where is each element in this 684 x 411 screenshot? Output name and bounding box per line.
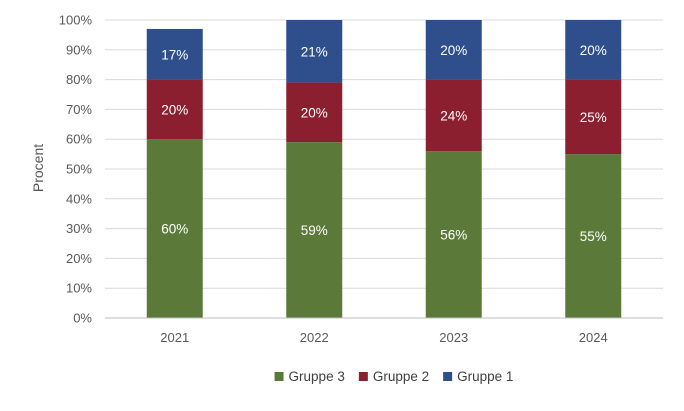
bar-segment: [146, 28, 203, 80]
y-tick-label: 70%: [66, 102, 92, 117]
data-label: 20%: [580, 43, 607, 58]
data-label: 55%: [580, 229, 607, 244]
y-tick-label: 60%: [66, 132, 92, 147]
bar-segment: [286, 82, 343, 143]
y-tick-label: 80%: [66, 72, 92, 87]
x-tick-label: 2023: [439, 330, 468, 345]
data-label: 17%: [161, 47, 188, 62]
legend: Gruppe 3 Gruppe 2 Gruppe 1: [274, 369, 513, 384]
bar-segment: [146, 139, 203, 318]
legend-swatch: [274, 372, 284, 381]
y-tick-label: 40%: [66, 191, 92, 206]
data-labels: 60% 20% 17% 59% 20% 21% 56% 24% 20% 55% 25% 20%: [161, 43, 607, 244]
legend-label: Gruppe 1: [457, 369, 513, 384]
x-tick-label: 2021: [160, 330, 189, 345]
y-tick-label: 90%: [66, 42, 92, 57]
x-tick-label: 2024: [579, 330, 608, 345]
legend-item: Gruppe 1: [443, 369, 513, 384]
bar-segment: [425, 20, 482, 80]
legend-swatch: [358, 372, 368, 381]
bar-segment: [286, 20, 343, 83]
data-label: 20%: [161, 102, 188, 117]
bar-segment: [425, 151, 482, 318]
y-tick-label: 100%: [59, 13, 93, 28]
axes: 0% 10% 20% 30% 40% 50% 60% 70% 80% 90% 100% 2021 202…: [59, 13, 663, 345]
legend-item: Gruppe 2: [358, 369, 429, 384]
legend-label: Gruppe 3: [289, 369, 345, 384]
x-tick-label: 2022: [300, 330, 329, 345]
bar-segment: [286, 142, 343, 318]
y-tick-label: 30%: [66, 221, 92, 236]
bar-segment: [565, 154, 622, 318]
data-label: 20%: [301, 105, 328, 120]
legend-label: Gruppe 2: [373, 369, 429, 384]
y-tick-label: 10%: [66, 281, 92, 296]
data-label: 60%: [161, 222, 188, 237]
bars: [146, 20, 622, 318]
y-axis-title: Procent: [30, 144, 46, 192]
bar-segment: [146, 79, 203, 140]
bar-segment: [565, 20, 622, 80]
y-tick-label: 0%: [73, 311, 92, 326]
legend-item: Gruppe 3: [274, 369, 345, 384]
data-label: 56%: [440, 228, 467, 243]
data-label: 59%: [301, 223, 328, 238]
legend-swatch: [443, 372, 453, 381]
bar-segment: [565, 79, 622, 155]
data-label: 25%: [580, 110, 607, 125]
y-tick-label: 20%: [66, 251, 92, 266]
data-label: 20%: [440, 43, 467, 58]
bar-segment: [425, 79, 482, 152]
data-label: 24%: [440, 108, 467, 123]
y-tick-label: 50%: [66, 162, 92, 177]
data-label: 21%: [301, 44, 328, 59]
